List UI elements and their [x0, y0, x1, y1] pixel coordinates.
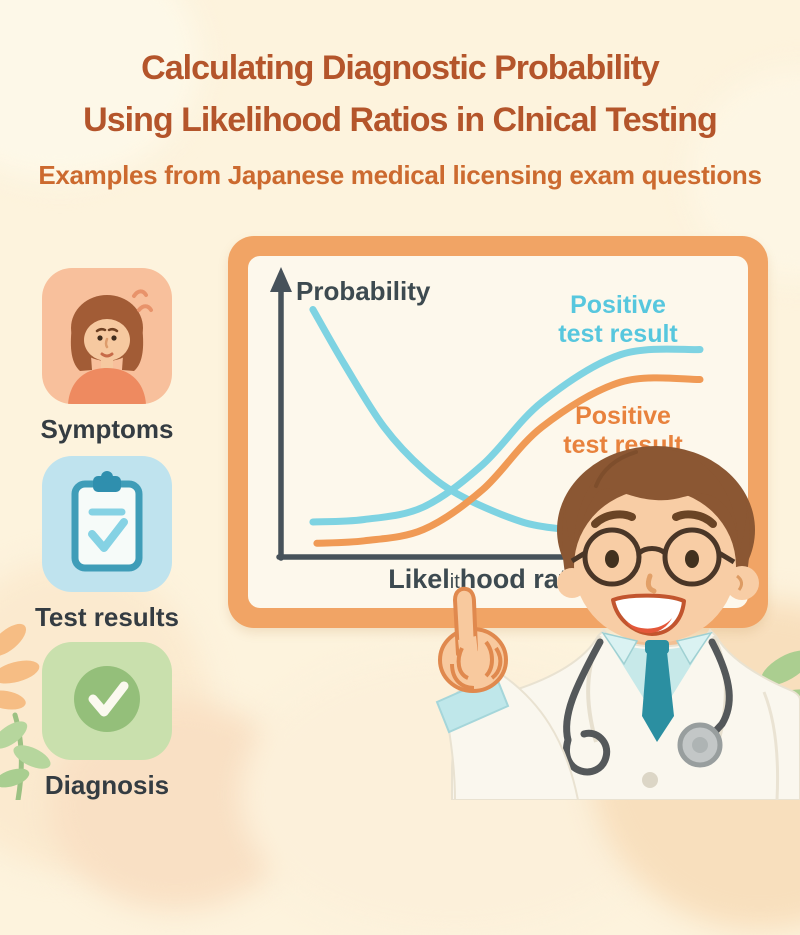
sidebar-item-test-results: Test results: [35, 456, 179, 633]
title-line-2: Using Likelihood Ratios in Clnical Testi…: [83, 101, 718, 139]
test-results-label: Test results: [34, 602, 179, 632]
diagnosis-card: [42, 642, 172, 760]
header: Calculating Diagnostic Probability Using…: [0, 42, 800, 191]
page-subtitle: Examples from Japanese medical licensing…: [38, 160, 762, 190]
test-results-card: [42, 456, 172, 592]
check-circle-icon: [74, 666, 140, 732]
symptoms-label: Symptoms: [40, 414, 174, 444]
patient-girl-icon: [68, 289, 153, 404]
symptoms-card: [42, 268, 172, 404]
legend-positive-blue: Positive test result: [558, 291, 678, 348]
diagnosis-label: Diagnosis: [44, 770, 170, 800]
clipboard-check-icon: [71, 471, 143, 572]
sidebar-item-symptoms: Symptoms: [41, 268, 173, 445]
page-title: Calculating Diagnostic Probability Using…: [0, 42, 800, 146]
x-axis-label: Likelithood ratio: [388, 564, 592, 594]
title-line-1: Calculating Diagnostic Probability: [141, 49, 660, 87]
y-axis-label: Probability: [296, 276, 431, 306]
legend-positive-orange: Positive test result: [563, 402, 683, 459]
sidebar-item-diagnosis: Diagnosis: [42, 642, 172, 801]
